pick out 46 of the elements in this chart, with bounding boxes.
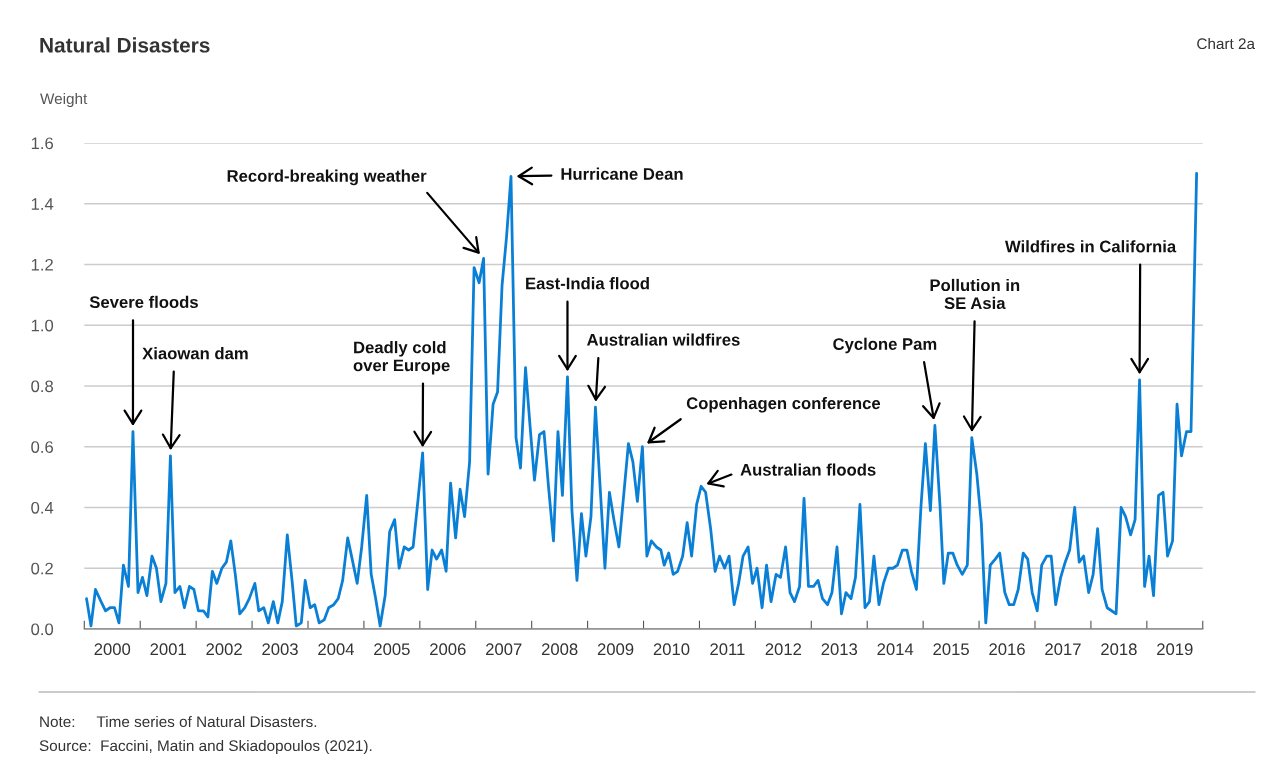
x-tick-label: 2003 <box>262 643 298 656</box>
x-tick-label: 2006 <box>430 643 466 656</box>
x-tick-label: 2009 <box>597 643 634 656</box>
annotation: Xiaowan dam <box>142 347 248 360</box>
x-tick-label: 2010 <box>653 643 690 656</box>
annotation: Hurricane Dean <box>561 167 683 180</box>
x-tick-label: 2014 <box>877 643 914 656</box>
annotation: Severe floods <box>89 295 198 309</box>
x-tick-label: 2007 <box>486 643 522 656</box>
x-tick-label: 2019 <box>1157 643 1193 656</box>
y-tick-label: 1.0 <box>31 319 54 332</box>
chart-subtitle: Chart 2a <box>1197 37 1255 50</box>
x-tick-label: 2008 <box>541 643 578 656</box>
x-tick-label: 2005 <box>374 643 410 656</box>
y-tick-label: 0.0 <box>31 623 54 636</box>
x-tick-label: 2013 <box>821 643 858 656</box>
annotation: Australian wildfires <box>586 333 740 346</box>
x-tick-label: 2012 <box>765 643 802 656</box>
annotation: East-India flood <box>526 277 649 290</box>
y-tick-label: 0.6 <box>31 441 54 453</box>
annotation: Wildfires in California <box>1005 240 1177 253</box>
x-tick-label: 2011 <box>710 643 745 656</box>
x-tick-label: 2001 <box>150 643 186 656</box>
y-axis-title: Weight <box>40 92 88 108</box>
x-tick-label: 2015 <box>933 643 969 656</box>
source-note: Source: Faccini, Matin and Skiadopoulos (2021). <box>39 739 372 755</box>
annotation: Australian floods <box>740 463 876 476</box>
y-tick-label: 1.2 <box>31 258 53 271</box>
x-tick-label: 2016 <box>989 643 1025 656</box>
x-tick-label: 2018 <box>1101 643 1137 656</box>
x-tick-label: 2002 <box>206 643 242 656</box>
x-tick-label: 2017 <box>1045 643 1081 656</box>
annotation: Copenhagen conference <box>686 396 881 413</box>
x-tick-label: 2000 <box>94 643 131 656</box>
y-tick-label: 0.2 <box>31 562 53 575</box>
annotation: Deadly cold over Europe <box>353 341 450 375</box>
chart-title: Natural Disasters <box>40 37 210 53</box>
y-tick-label: 0.4 <box>31 501 54 514</box>
annotation: Pollution in SE Asia <box>930 278 1020 310</box>
y-tick-label: 1.6 <box>31 137 54 150</box>
annotation: Record-breaking weather <box>227 169 427 186</box>
text: Note: Time series of Natural Disasters. <box>40 715 317 728</box>
x-tick-label: 2004 <box>318 643 354 656</box>
y-tick-label: 0.8 <box>31 380 54 393</box>
annotation: Cyclone Pam <box>833 337 937 354</box>
y-tick-label: 1.4 <box>31 198 54 210</box>
